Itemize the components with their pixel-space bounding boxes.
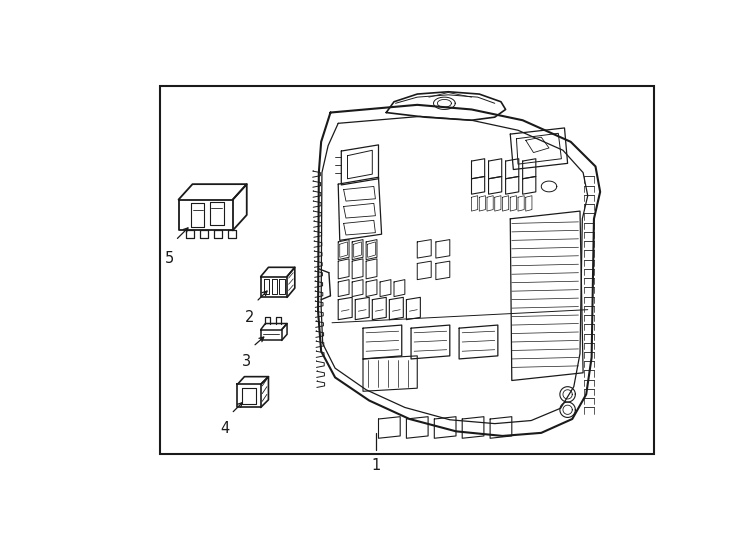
Text: 1: 1 (371, 457, 381, 472)
Text: 5: 5 (164, 251, 174, 266)
Text: 2: 2 (245, 309, 255, 325)
Text: 3: 3 (242, 354, 251, 369)
Bar (160, 86, 655, 455)
Text: 4: 4 (220, 421, 230, 436)
